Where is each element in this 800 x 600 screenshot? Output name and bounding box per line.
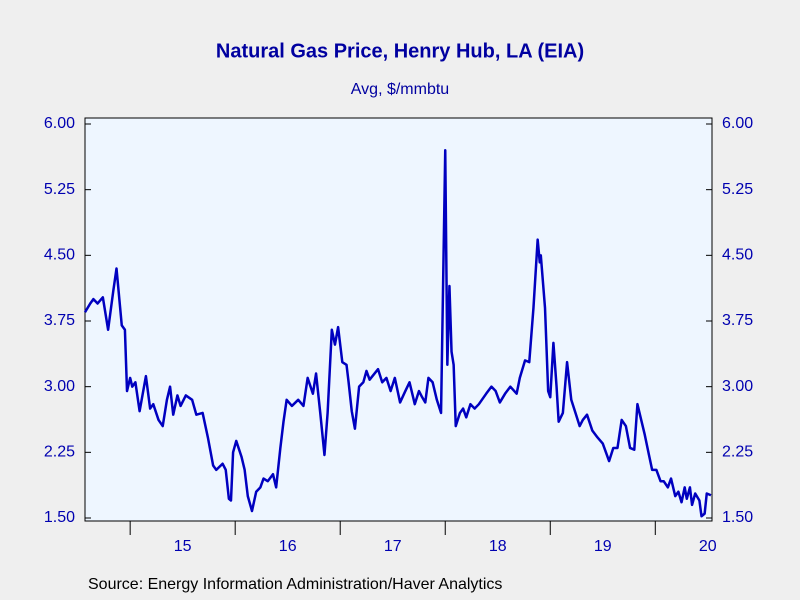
y2-tick-label: 3.75: [722, 312, 753, 329]
y-tick-label: 6.00: [44, 115, 75, 132]
chart-title: Natural Gas Price, Henry Hub, LA (EIA): [216, 40, 584, 62]
y2-tick-label: 2.25: [722, 444, 753, 461]
y2-tick-label: 3.00: [722, 378, 753, 395]
y2-tick-label: 6.00: [722, 115, 753, 132]
x-tick-label: 17: [384, 538, 402, 555]
chart-subtitle: Avg, $/mmbtu: [351, 81, 449, 98]
y-tick-label: 3.00: [44, 378, 75, 395]
y2-tick-label: 5.25: [722, 181, 753, 198]
x-tick-label: 19: [594, 538, 612, 555]
plot-area: [84, 117, 713, 522]
y-tick-label: 1.50: [44, 509, 75, 526]
y-tick-label: 5.25: [44, 181, 75, 198]
data-line: [83, 149, 712, 518]
x-tick-label: 20: [699, 538, 717, 555]
y-tick-label: 3.75: [44, 312, 75, 329]
x-tick-label: 15: [174, 538, 192, 555]
y-tick-label: 2.25: [44, 444, 75, 461]
source-note: Source: Energy Information Administratio…: [88, 576, 502, 593]
x-tick-label: 16: [279, 538, 297, 555]
x-tick-label: 18: [489, 538, 507, 555]
y2-tick-label: 4.50: [722, 247, 753, 264]
y-tick-label: 4.50: [44, 247, 75, 264]
y2-tick-label: 1.50: [722, 509, 753, 526]
